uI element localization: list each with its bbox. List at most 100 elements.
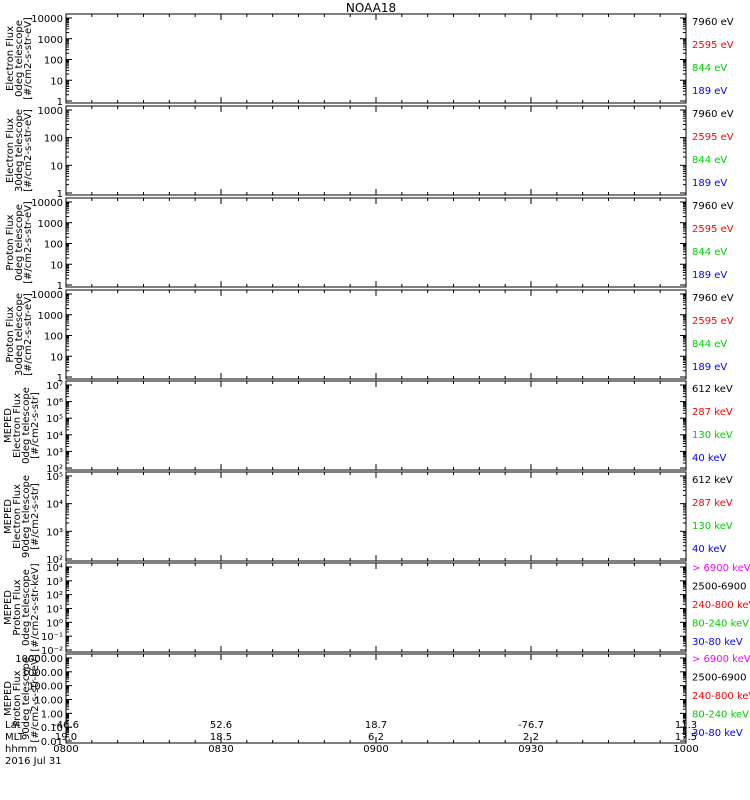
y-tick-label: 10⁴ — [46, 431, 63, 442]
y-axis-label: [#/cm2-s-str] — [30, 483, 41, 550]
legend-label: 240-800 keV — [692, 600, 750, 611]
y-tick-label: 10⁻¹ — [41, 632, 63, 643]
y-axis-label: 0deg telescope — [14, 20, 25, 97]
legend-label: 7960 eV — [692, 293, 734, 304]
footer-row-label: Lat — [5, 720, 21, 731]
y-tick-label: 10² — [46, 464, 63, 475]
legend-label: 40 keV — [692, 544, 726, 555]
y-tick-label: 10¹ — [46, 605, 63, 616]
y-tick-label: 10 — [50, 161, 63, 172]
y-axis-label: Proton Flux — [5, 306, 16, 362]
y-tick-label: 0.10 — [41, 723, 63, 734]
legend-label: 2595 eV — [692, 224, 734, 235]
legend-label: 30-80 keV — [692, 637, 743, 648]
footer-value: 18.7 — [365, 720, 387, 731]
y-tick-label: 10³ — [46, 527, 63, 538]
legend-label: 189 eV — [692, 178, 727, 189]
y-tick-label: 1000 — [38, 219, 63, 230]
y-axis-label: Electron Flux — [12, 484, 23, 549]
legend-label: 130 keV — [692, 430, 733, 441]
legend-label: 80-240 keV — [692, 619, 749, 630]
y-tick-label: 10⁻² — [41, 646, 63, 657]
legend-label: 844 eV — [692, 247, 727, 258]
y-tick-label: 10² — [46, 591, 63, 602]
footer-value: 17.5 — [675, 732, 697, 743]
legend-label: 40 keV — [692, 453, 726, 464]
y-tick-label: 10000.00 — [15, 654, 63, 665]
legend-label: 189 eV — [692, 270, 727, 281]
y-axis-label: 90deg telescope — [21, 657, 32, 740]
footer-value: 1000 — [673, 744, 698, 755]
legend-label: 2595 eV — [692, 40, 734, 51]
figure-title: NOAA18 — [346, 1, 396, 15]
legend-label: 130 keV — [692, 521, 733, 532]
legend-label: 844 eV — [692, 339, 727, 350]
y-tick-label: 100 — [44, 332, 63, 343]
panel-frame — [65, 289, 687, 380]
y-tick-label: 1 — [57, 189, 63, 200]
legend-label: 30-80 keV — [692, 728, 743, 739]
footer-value: 11.3 — [675, 720, 697, 731]
y-tick-label: 10⁵ — [46, 414, 63, 425]
legend-label: 287 keV — [692, 407, 733, 418]
y-tick-label: 100 — [44, 240, 63, 251]
y-axis-label: MEPED — [3, 590, 14, 625]
y-tick-label: 10³ — [46, 577, 63, 588]
legend-label: 2595 eV — [692, 316, 734, 327]
footer-value: -46.6 — [53, 720, 79, 731]
legend-label: 612 keV — [692, 475, 733, 486]
y-axis-label: [#/cm2-s-str] — [30, 392, 41, 459]
y-axis-label: Electron Flux — [5, 26, 16, 91]
legend-label: > 6900 keV — [692, 563, 750, 574]
y-tick-label: 10⁵ — [46, 472, 63, 483]
footer-value: 0830 — [208, 744, 233, 755]
panel-frame — [65, 105, 687, 196]
y-tick-label: 10⁴ — [46, 563, 63, 574]
y-tick-label: 1.00 — [41, 709, 63, 720]
panel-frame — [65, 562, 687, 653]
y-axis-label: [#/cm2-s-str-keV] — [30, 654, 41, 742]
footer-value: 2.2 — [523, 732, 539, 743]
y-tick-label: 10 — [50, 76, 63, 87]
panel-8: 0.01 0.10 1.00 10.00 100.00 1000.00 10000.00 ME… — [3, 653, 750, 748]
y-tick-label: 10⁴ — [46, 500, 63, 511]
y-axis-label: MEPED — [3, 499, 14, 534]
y-axis-label: 0deg telescope — [21, 569, 32, 646]
y-tick-label: 10000 — [31, 14, 63, 25]
y-axis-label: Proton Flux — [12, 670, 23, 726]
y-tick-label: 1000 — [38, 311, 63, 322]
y-axis-label: 0deg telescope — [14, 204, 25, 281]
y-tick-label: 10² — [46, 555, 63, 566]
y-tick-label: 0.01 — [41, 737, 63, 748]
y-axis-label: 30deg telescope — [14, 109, 25, 192]
y-tick-label: 10 — [50, 260, 63, 271]
y-tick-label: 10³ — [46, 447, 63, 458]
legend-label: 844 eV — [692, 155, 727, 166]
y-axis-label: 90deg telescope — [21, 475, 32, 558]
legend-label: 844 eV — [692, 63, 727, 74]
legend-label: 2595 eV — [692, 132, 734, 143]
legend-label: 189 eV — [692, 86, 727, 97]
footer-value: 52.6 — [210, 720, 232, 731]
footer-value: 0800 — [53, 744, 78, 755]
y-axis-label: 0deg telescope — [21, 387, 32, 464]
y-tick-label: 10.00 — [34, 696, 63, 707]
y-tick-label: 10⁰ — [46, 618, 63, 629]
footer-value: -76.7 — [518, 720, 544, 731]
footer-row-label: MLT — [5, 732, 25, 743]
legend-label: 7960 eV — [692, 109, 734, 120]
y-axis-label: [#/cm2-s-str-eV] — [23, 109, 34, 192]
panel-frame — [65, 13, 687, 104]
footer-value: 0930 — [518, 744, 543, 755]
legend-label: 240-800 keV — [692, 691, 750, 702]
y-tick-label: 10000 — [31, 198, 63, 209]
panel-frame — [65, 380, 687, 471]
y-axis-label: [#/cm2-s-str-eV] — [23, 293, 34, 376]
